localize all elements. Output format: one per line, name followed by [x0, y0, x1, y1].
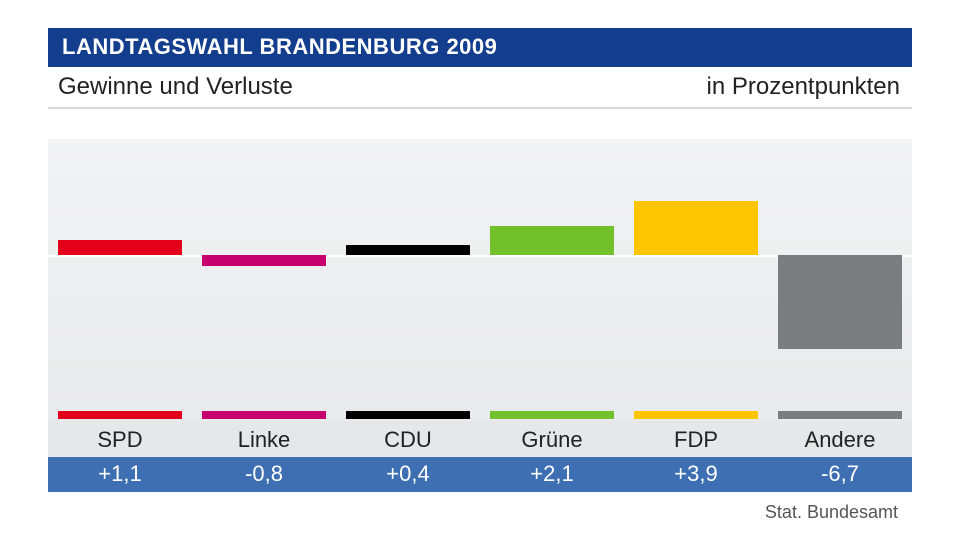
chart-category-value: +2,1: [480, 457, 624, 492]
chart-category-value: -6,7: [768, 457, 912, 492]
footer-color-mark: [490, 411, 614, 419]
chart-labels-row: SPDLinkeCDUGrüneFDPAndere: [48, 421, 912, 457]
chart-category-label: Grüne: [480, 421, 624, 457]
chart-category-label: CDU: [336, 421, 480, 457]
chart-bar: [58, 240, 182, 255]
footer-color-mark: [778, 411, 902, 419]
chart-frame: LANDTAGSWAHL BRANDENBURG 2009 Gewinne un…: [48, 28, 912, 516]
footer-color-mark: [58, 411, 182, 419]
chart-column: [768, 139, 912, 409]
chart-column: [480, 139, 624, 409]
footer-cell: [192, 409, 336, 421]
footer-cell: [480, 409, 624, 421]
chart-footer-strip: [48, 409, 912, 421]
title-text: LANDTAGSWAHL BRANDENBURG 2009: [62, 34, 497, 59]
chart-bar: [202, 255, 326, 266]
chart-category-value: +3,9: [624, 457, 768, 492]
footer-cell: [336, 409, 480, 421]
footer-cell: [768, 409, 912, 421]
chart-category-value: +0,4: [336, 457, 480, 492]
chart-column: [48, 139, 192, 409]
source-text: Stat. Bundesamt: [48, 492, 912, 523]
chart-column: [336, 139, 480, 409]
chart-category-value: -0,8: [192, 457, 336, 492]
chart-category-label: Linke: [192, 421, 336, 457]
chart-values-row: +1,1-0,8+0,4+2,1+3,9-6,7: [48, 457, 912, 492]
footer-color-mark: [346, 411, 470, 419]
footer-cell: [624, 409, 768, 421]
chart-area: [48, 139, 912, 409]
title-bar: LANDTAGSWAHL BRANDENBURG 2009: [48, 28, 912, 67]
chart-bar: [346, 245, 470, 255]
subtitle-row: Gewinne und Verluste in Prozentpunkten: [48, 67, 912, 109]
chart-category-label: SPD: [48, 421, 192, 457]
footer-color-mark: [202, 411, 326, 419]
footer-color-mark: [634, 411, 758, 419]
chart-category-label: Andere: [768, 421, 912, 457]
subtitle-right: in Prozentpunkten: [707, 73, 900, 101]
chart-category-label: FDP: [624, 421, 768, 457]
chart-column: [624, 139, 768, 409]
chart-column: [192, 139, 336, 409]
chart-category-value: +1,1: [48, 457, 192, 492]
chart-bar: [634, 201, 758, 256]
footer-cell: [48, 409, 192, 421]
chart-bar: [778, 255, 902, 349]
subtitle-left: Gewinne und Verluste: [58, 73, 293, 101]
chart-bar: [490, 226, 614, 255]
